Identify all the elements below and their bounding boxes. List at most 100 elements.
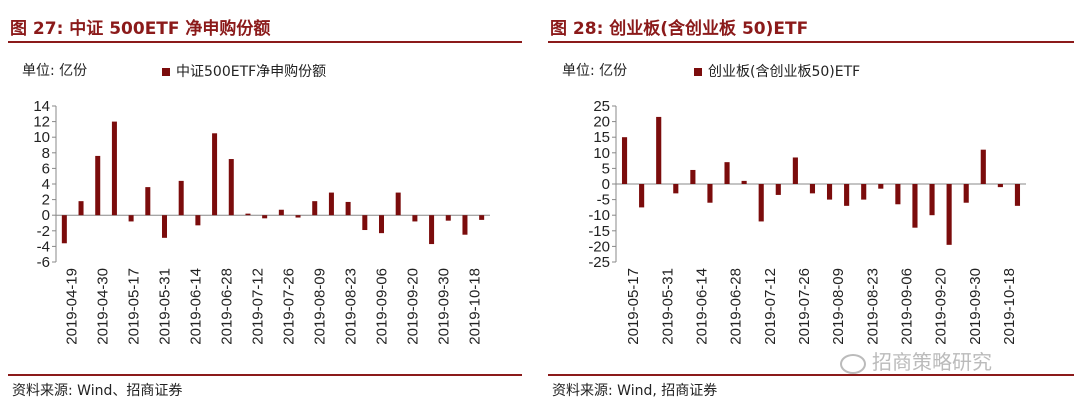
bar (95, 155, 101, 216)
unit-label: 单位: 亿份 (562, 63, 628, 79)
y-tick-label: 0 (602, 176, 610, 193)
y-tick-label: 15 (593, 129, 610, 146)
x-tick-label: 2019-06-28 (728, 268, 745, 345)
bar (895, 184, 901, 205)
bar (621, 137, 628, 184)
bar (362, 215, 368, 231)
x-tick-label: 2019-05-17 (126, 268, 143, 345)
x-tick-label: 2019-05-17 (625, 268, 642, 345)
legend-label: 创业板(含创业板50)ETF (708, 64, 861, 80)
bar (395, 192, 401, 216)
bar (758, 184, 764, 222)
unit-label: 单位: 亿份 (22, 63, 88, 79)
bar (195, 215, 201, 226)
bar (262, 215, 268, 219)
bar (111, 121, 117, 216)
bar (707, 184, 713, 203)
chart-panel-28: 图 28: 创业板(含创业板 50)ETF 单位: 亿份 创业板(含创业板50)… (540, 0, 1080, 408)
y-tick-label: -10 (588, 207, 610, 224)
bar (345, 201, 351, 216)
figure-title: 图 28: 创业板(含创业板 50)ETF (550, 19, 809, 39)
x-tick-label: 2019-06-28 (219, 268, 236, 345)
source-note: 资料来源: Wind, 招商证券 (552, 383, 718, 399)
x-tick-label: 2019-08-23 (343, 268, 360, 345)
y-tick-label: 14 (33, 98, 50, 115)
x-tick-label: 2019-05-31 (157, 268, 174, 345)
x-tick-label: 2019-10-18 (1001, 268, 1018, 345)
y-tick-label: 8 (42, 145, 50, 162)
bar (1014, 184, 1021, 206)
source-divider (548, 374, 1074, 376)
legend: 创业板(含创业板50)ETF (694, 61, 860, 81)
bar (212, 133, 218, 216)
bar (775, 184, 781, 195)
watermark: 招商策略研究 (840, 346, 992, 375)
y-tick-label: -2 (37, 223, 50, 240)
source-divider (8, 374, 522, 376)
y-tick-label: 6 (42, 160, 50, 177)
y-tick-label: -6 (37, 254, 50, 271)
x-tick-label: 2019-07-26 (281, 268, 298, 345)
bar (228, 159, 234, 216)
bar (792, 157, 798, 184)
figure-title: 图 27: 中证 500ETF 净申购份额 (10, 19, 271, 39)
x-tick-label: 2019-09-30 (967, 268, 984, 345)
y-tick-label: 20 (593, 114, 610, 131)
wechat-icon (840, 353, 866, 374)
x-tick-label: 2019-08-09 (312, 268, 329, 345)
legend-label: 中证500ETF净申购份额 (176, 64, 327, 80)
x-tick-label: 2019-07-12 (762, 268, 779, 345)
y-tick-label: -5 (597, 192, 610, 209)
bar (312, 201, 318, 216)
bar (844, 184, 850, 206)
bar (78, 201, 84, 216)
y-tick-label: -15 (588, 223, 610, 240)
bar (278, 209, 284, 216)
legend-swatch (162, 68, 170, 76)
bar (929, 184, 935, 216)
x-tick-label: 2019-09-06 (898, 268, 915, 345)
bar (429, 215, 435, 245)
x-tick-label: 2019-09-20 (933, 268, 950, 345)
bar (656, 116, 662, 184)
x-tick-label: 2019-09-30 (436, 268, 453, 345)
x-tick-label: 2019-08-09 (830, 268, 847, 345)
x-tick-label: 2019-06-14 (188, 268, 205, 345)
x-tick-label: 2019-07-26 (796, 268, 813, 345)
x-tick-label: 2019-07-12 (250, 268, 267, 345)
y-tick-label: -4 (37, 238, 50, 255)
y-tick-label: 10 (33, 129, 50, 146)
bar (145, 187, 151, 216)
y-tick-label: 10 (593, 145, 610, 162)
bar (445, 215, 451, 221)
bar (479, 215, 485, 220)
y-tick-label: 5 (602, 160, 610, 177)
bar (963, 184, 969, 203)
bar (997, 184, 1003, 188)
bar (980, 149, 986, 184)
source-note: 资料来源: Wind、招商证券 (12, 383, 183, 399)
x-tick-label: 2019-08-23 (864, 268, 881, 345)
bar (861, 184, 867, 200)
y-tick-label: 2 (42, 192, 50, 209)
legend-swatch (694, 68, 702, 76)
bar (412, 215, 418, 222)
bar (878, 184, 884, 189)
bar (826, 184, 833, 200)
y-tick-label: -20 (588, 238, 610, 255)
watermark-text: 招商策略研究 (872, 350, 992, 374)
bar (912, 184, 918, 228)
bar (378, 215, 385, 234)
bar (128, 215, 134, 222)
x-tick-label: 2019-04-19 (64, 268, 81, 345)
y-tick-label: 4 (42, 176, 50, 193)
bar (245, 213, 251, 216)
bar (741, 180, 747, 184)
x-tick-label: 2019-09-06 (374, 268, 391, 345)
bar (673, 184, 679, 194)
bar (462, 215, 468, 235)
x-tick-label: 2019-09-20 (405, 268, 422, 345)
bar (724, 162, 730, 184)
